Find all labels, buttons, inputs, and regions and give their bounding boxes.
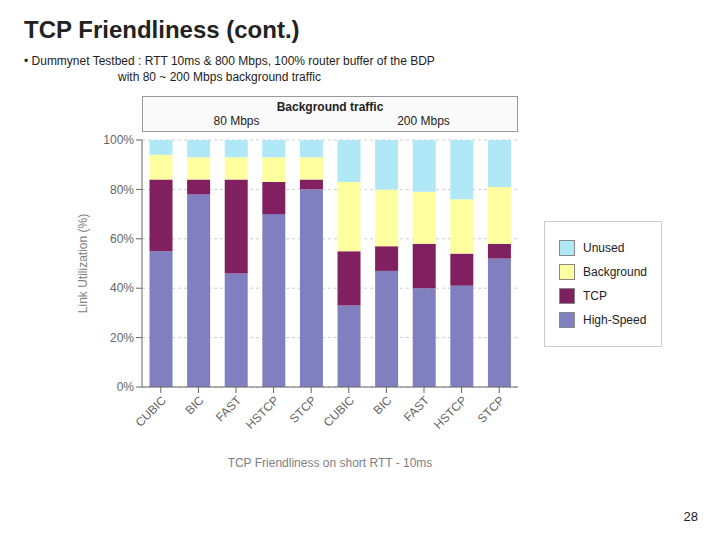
html-text:80 Mbps: 80 Mbps bbox=[213, 114, 260, 128]
svg-text:FAST: FAST bbox=[213, 393, 245, 425]
html-text:• Dummynet Testbed : RTT 10ms: • Dummynet Testbed : RTT 10ms & 800 Mbps… bbox=[24, 54, 435, 68]
html-text:TCP: TCP bbox=[583, 289, 607, 303]
svg-text:Link Utilization (%): Link Utilization (%) bbox=[76, 214, 90, 313]
html-text:200 Mbps: 200 Mbps bbox=[397, 114, 450, 128]
svg-text:HSTCP: HSTCP bbox=[431, 393, 470, 432]
svg-text:HSTCP: HSTCP bbox=[243, 393, 282, 432]
svg-text:60%: 60% bbox=[110, 232, 134, 246]
svg-text:0%: 0% bbox=[117, 380, 135, 394]
html-text:28: 28 bbox=[683, 509, 698, 524]
svg-text:40%: 40% bbox=[110, 281, 134, 295]
html-text:Unused: Unused bbox=[583, 241, 625, 255]
svg-text:BIC: BIC bbox=[182, 393, 206, 417]
svg-text:FAST: FAST bbox=[401, 393, 433, 425]
html-text:TCP Friendliness (cont.): TCP Friendliness (cont.) bbox=[24, 16, 300, 43]
svg-text:100%: 100% bbox=[103, 133, 134, 147]
svg-text:TCP Friendliness on short RTT: TCP Friendliness on short RTT - 10ms bbox=[228, 456, 433, 470]
html-text:Background: Background bbox=[583, 265, 647, 279]
svg-text:BIC: BIC bbox=[370, 393, 394, 417]
svg-text:STCP: STCP bbox=[475, 393, 508, 426]
svg-text:80%: 80% bbox=[110, 183, 134, 197]
svg-text:CUBIC: CUBIC bbox=[321, 393, 358, 430]
svg-text:CUBIC: CUBIC bbox=[133, 393, 170, 430]
svg-text:STCP: STCP bbox=[287, 393, 320, 426]
svg-text:20%: 20% bbox=[110, 331, 134, 345]
html-text:Background traffic: Background traffic bbox=[276, 100, 384, 114]
html-text:High-Speed: High-Speed bbox=[583, 313, 647, 327]
html-text:with 80 ~ 200 Mbps background: with 80 ~ 200 Mbps background traffic bbox=[118, 70, 321, 84]
